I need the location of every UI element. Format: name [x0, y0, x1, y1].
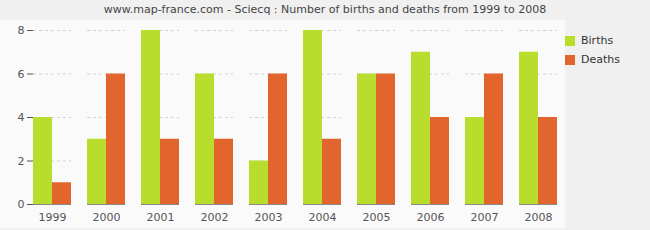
svg-text:2006: 2006: [417, 211, 445, 224]
svg-text:6: 6: [18, 68, 25, 81]
svg-text:2008: 2008: [525, 211, 553, 224]
svg-text:1999: 1999: [39, 211, 67, 224]
svg-text:2002: 2002: [201, 211, 229, 224]
svg-text:2007: 2007: [471, 211, 499, 224]
html-text:www.map-france.com - Sciecq :: www.map-france.com - Sciecq : Number of …: [103, 3, 547, 16]
svg-text:8: 8: [18, 24, 25, 37]
svg-text:2003: 2003: [255, 211, 283, 224]
svg-text:2000: 2000: [93, 211, 121, 224]
html-text:Births: Births: [581, 34, 614, 47]
svg-text:2: 2: [18, 155, 25, 168]
svg-text:2001: 2001: [147, 211, 175, 224]
html-text:Deaths: Deaths: [581, 53, 620, 66]
svg-text:0: 0: [18, 198, 25, 211]
svg-text:4: 4: [18, 111, 25, 124]
svg-text:2004: 2004: [309, 211, 337, 224]
svg-text:2005: 2005: [363, 211, 391, 224]
